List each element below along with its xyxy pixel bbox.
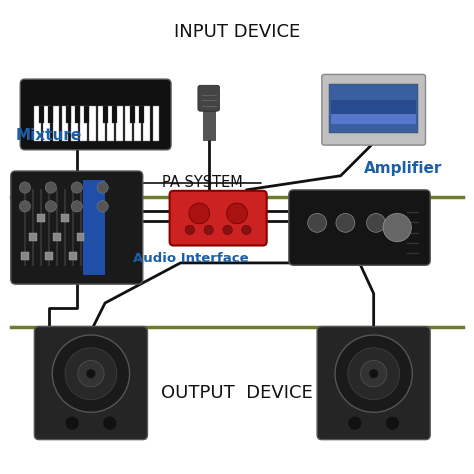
Bar [111,106,117,123]
Circle shape [242,225,251,235]
Bar [331,114,416,124]
Bar [66,106,71,123]
Bar [331,100,416,124]
Bar [116,106,123,141]
Bar [77,233,84,241]
Text: INPUT DEVICE: INPUT DEVICE [174,23,300,41]
Bar [45,252,53,260]
Circle shape [185,225,195,235]
Circle shape [71,182,82,193]
Circle shape [65,348,117,400]
Circle shape [308,213,327,232]
Bar [21,252,29,260]
Circle shape [336,213,355,232]
Bar [84,106,90,123]
Text: OUTPUT  DEVICE: OUTPUT DEVICE [161,383,313,401]
Text: Mixture: Mixture [16,128,82,143]
Circle shape [348,416,362,430]
Bar [134,106,141,141]
Text: Audio Interface: Audio Interface [133,252,249,264]
Text: PA SYSTEM: PA SYSTEM [162,175,242,190]
Circle shape [103,416,117,430]
FancyBboxPatch shape [20,79,171,150]
Circle shape [86,369,96,378]
Bar [48,106,53,123]
Bar [53,233,61,241]
Circle shape [227,203,247,224]
Bar [71,106,78,141]
Bar [107,106,114,141]
FancyBboxPatch shape [322,74,426,145]
Bar [80,106,87,141]
Circle shape [19,182,31,193]
Circle shape [366,213,385,232]
Bar [98,106,105,141]
Bar [83,181,105,275]
Circle shape [78,360,104,387]
Bar [69,252,76,260]
Circle shape [45,182,56,193]
Bar [37,214,45,222]
Circle shape [335,335,412,412]
Bar [144,106,150,141]
Circle shape [45,201,56,212]
FancyBboxPatch shape [11,171,143,284]
Circle shape [52,335,129,412]
Circle shape [348,348,400,400]
FancyBboxPatch shape [317,327,430,439]
Bar [102,106,108,123]
FancyBboxPatch shape [198,85,219,111]
Circle shape [360,360,387,387]
Bar [61,214,69,222]
Circle shape [65,416,79,430]
Circle shape [383,213,411,242]
Circle shape [223,225,232,235]
Bar [125,106,132,141]
Circle shape [19,201,31,212]
Bar [202,108,215,140]
Circle shape [385,416,400,430]
FancyBboxPatch shape [35,327,147,439]
Circle shape [97,182,109,193]
Circle shape [369,369,378,378]
Bar [130,106,135,123]
Text: Amplifier: Amplifier [364,161,443,176]
Bar [75,106,80,123]
Bar [35,106,41,141]
Bar [53,106,59,141]
Circle shape [204,225,213,235]
Bar [139,106,144,123]
FancyBboxPatch shape [170,191,267,246]
Bar [29,233,36,241]
Circle shape [97,201,109,212]
Bar [329,84,419,133]
Bar [62,106,68,141]
Circle shape [189,203,210,224]
Bar [44,106,50,141]
FancyBboxPatch shape [289,190,430,265]
Bar [39,106,44,123]
Bar [89,106,96,141]
Circle shape [71,201,82,212]
Bar [153,106,159,141]
